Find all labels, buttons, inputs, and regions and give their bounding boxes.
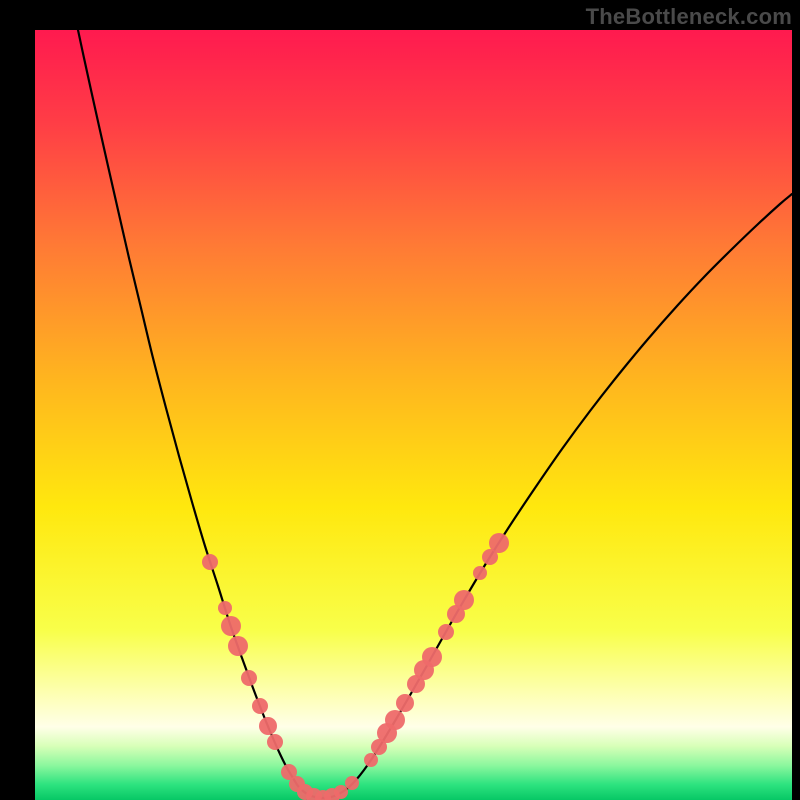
data-marker bbox=[422, 647, 442, 667]
data-marker bbox=[473, 566, 487, 580]
data-marker bbox=[228, 636, 248, 656]
data-marker bbox=[385, 710, 405, 730]
data-marker bbox=[345, 776, 359, 790]
data-marker bbox=[221, 616, 241, 636]
data-marker bbox=[252, 698, 268, 714]
data-marker bbox=[438, 624, 454, 640]
plot-area bbox=[35, 30, 792, 800]
data-marker bbox=[218, 601, 232, 615]
watermark-text: TheBottleneck.com bbox=[586, 4, 792, 30]
data-marker bbox=[267, 734, 283, 750]
bottleneck-curve-layer bbox=[35, 30, 792, 800]
data-marker bbox=[396, 694, 414, 712]
bottleneck-curve bbox=[78, 30, 792, 798]
data-marker bbox=[259, 717, 277, 735]
data-marker bbox=[489, 533, 509, 553]
data-marker bbox=[202, 554, 218, 570]
data-marker bbox=[241, 670, 257, 686]
data-marker bbox=[334, 785, 348, 799]
data-marker bbox=[364, 753, 378, 767]
marker-group bbox=[202, 533, 509, 800]
data-marker bbox=[454, 590, 474, 610]
